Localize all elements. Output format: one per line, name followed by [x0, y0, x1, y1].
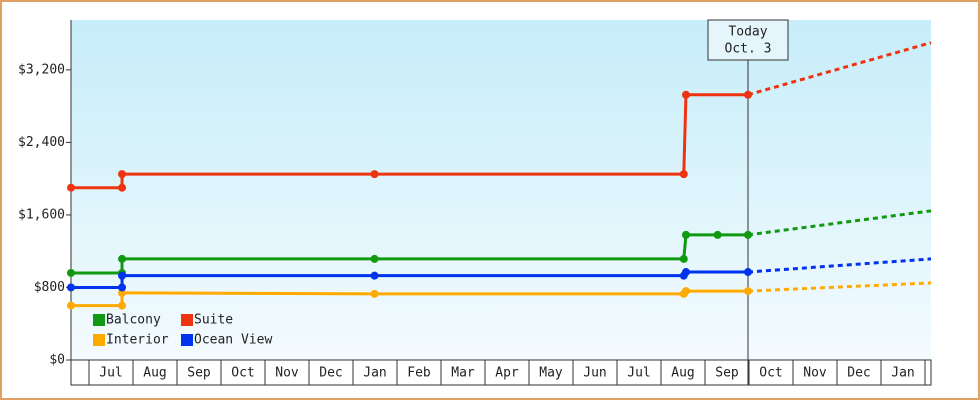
legend-label: Interior	[106, 333, 169, 348]
point	[118, 271, 127, 280]
x-tick-label: Jul	[627, 366, 650, 381]
legend-label: Balcony	[106, 313, 161, 328]
x-axis	[70, 359, 932, 386]
y-tick-label: $3,200	[18, 62, 65, 77]
x-tick-label: Feb	[407, 366, 431, 381]
x-tick-label: Jul	[99, 366, 122, 381]
x-tick-label: Sep	[715, 366, 739, 381]
y-tick-label: $800	[34, 280, 65, 295]
legend-label: Ocean View	[194, 333, 272, 348]
point	[681, 287, 690, 296]
point	[713, 230, 722, 239]
legend-label: Suite	[194, 313, 233, 328]
forecast-line	[747, 41, 932, 97]
legend-swatch	[93, 314, 105, 326]
point	[67, 301, 75, 310]
x-tick-label: Jan	[891, 366, 914, 381]
point	[370, 289, 379, 298]
point	[118, 183, 127, 192]
x-tick-label: Apr	[495, 366, 519, 381]
point	[681, 268, 690, 277]
point	[67, 183, 75, 192]
point	[118, 254, 127, 263]
x-tick-label: Aug	[143, 366, 166, 381]
x-tick-label: Sep	[187, 366, 211, 381]
today-date: Oct. 3	[725, 42, 772, 57]
x-tick-label: Nov	[275, 366, 299, 381]
point	[681, 90, 690, 99]
today-box	[707, 19, 789, 61]
point	[67, 268, 75, 277]
point	[67, 283, 75, 292]
x-tick-label: Aug	[671, 366, 694, 381]
y-tick-label: $0	[49, 353, 65, 368]
x-tick-label: Dec	[847, 366, 870, 381]
point	[679, 170, 688, 179]
point	[744, 230, 753, 239]
x-tick-label: Jun	[583, 366, 606, 381]
point	[370, 254, 379, 263]
legend-swatch	[93, 334, 105, 346]
point	[370, 271, 379, 280]
x-tick-label: Mar	[451, 366, 475, 381]
x-tick-label: Dec	[319, 366, 342, 381]
forecast-line	[747, 209, 932, 237]
x-tick-label: Oct	[759, 366, 782, 381]
point	[118, 301, 127, 310]
x-tick-label: Jan	[363, 366, 386, 381]
point	[370, 170, 379, 179]
plot-area	[71, 20, 931, 360]
point	[744, 90, 753, 99]
legend-swatch	[181, 334, 193, 346]
point	[681, 230, 690, 239]
point	[679, 254, 688, 263]
point	[118, 170, 127, 179]
y-tick-label: $2,400	[18, 135, 65, 150]
x-tick-label: May	[539, 366, 563, 381]
forecast-line	[747, 257, 932, 274]
point	[744, 268, 753, 277]
forecast-line	[747, 281, 932, 293]
x-tick-label: Nov	[803, 366, 827, 381]
point	[118, 283, 127, 292]
x-tick-label: Oct	[231, 366, 254, 381]
legend-swatch	[181, 314, 193, 326]
today-label: Today	[728, 25, 767, 40]
point	[744, 287, 753, 296]
y-tick-label: $1,600	[18, 207, 65, 222]
